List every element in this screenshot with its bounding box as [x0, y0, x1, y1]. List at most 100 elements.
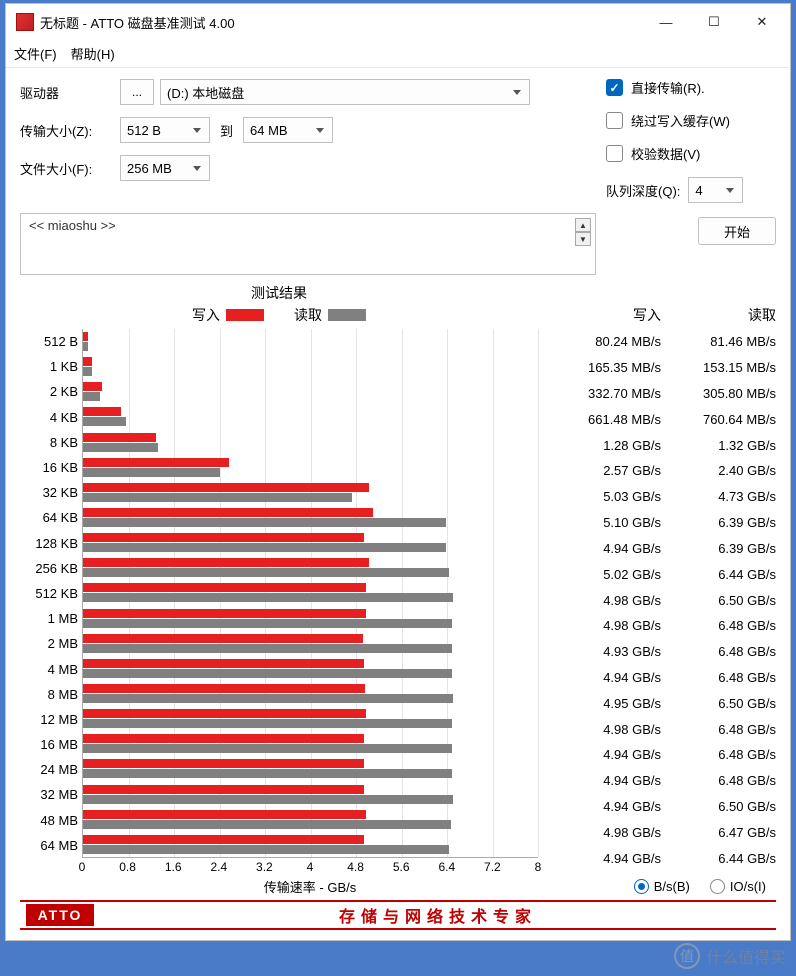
data-row: 4.94 GB/s6.48 GB/s — [546, 742, 776, 768]
bar-pair — [83, 606, 538, 631]
drive-select[interactable]: (D:) 本地磁盘 — [160, 79, 530, 105]
chart-y-label: 1 KB — [20, 354, 78, 379]
data-row: 4.98 GB/s6.50 GB/s — [546, 587, 776, 613]
bar-write — [83, 357, 92, 366]
bar-read — [83, 468, 220, 477]
data-read-value: 6.50 GB/s — [661, 696, 776, 711]
data-row: 4.94 GB/s6.48 GB/s — [546, 665, 776, 691]
data-write-value: 4.94 GB/s — [546, 851, 661, 866]
radio-bs[interactable]: B/s(B) — [634, 879, 690, 894]
data-write-value: 4.98 GB/s — [546, 825, 661, 840]
chart-x-tick: 8 — [535, 860, 542, 874]
chart-y-label: 64 KB — [20, 505, 78, 530]
chart-title: 测试结果 — [20, 283, 538, 303]
bar-write — [83, 483, 369, 492]
brand-slogan: 存储与网络技术专家 — [100, 903, 776, 927]
transfer-size-label: 传输大小(Z): — [20, 121, 120, 140]
data-row: 2.57 GB/s2.40 GB/s — [546, 458, 776, 484]
chart-y-label: 8 MB — [20, 682, 78, 707]
chart-y-label: 32 KB — [20, 480, 78, 505]
maximize-button[interactable]: ☐ — [690, 6, 738, 38]
window-title: 无标题 - ATTO 磁盘基准测试 4.00 — [40, 13, 642, 32]
data-read-value: 81.46 MB/s — [661, 334, 776, 349]
to-label: 到 — [220, 121, 233, 140]
data-read-value: 760.64 MB/s — [661, 412, 776, 427]
transfer-from-select[interactable]: 512 B — [120, 117, 210, 143]
chart-x-tick: 0 — [79, 860, 86, 874]
transfer-from-value: 512 B — [127, 123, 161, 138]
verify-data-checkbox[interactable] — [606, 145, 623, 162]
data-write-value: 332.70 MB/s — [546, 386, 661, 401]
bar-pair — [83, 404, 538, 429]
bar-pair — [83, 656, 538, 681]
description-input[interactable]: << miaoshu >> ▲ ▼ — [20, 213, 596, 275]
drive-label: 驱动器 — [20, 83, 120, 102]
bar-read — [83, 769, 452, 778]
data-read-value: 6.44 GB/s — [661, 567, 776, 582]
data-row: 661.48 MB/s760.64 MB/s — [546, 406, 776, 432]
data-row: 4.93 GB/s6.48 GB/s — [546, 639, 776, 665]
data-header-write: 写入 — [546, 305, 661, 325]
transfer-to-select[interactable]: 64 MB — [243, 117, 333, 143]
bar-read — [83, 744, 452, 753]
watermark-icon: 值 — [674, 943, 700, 969]
chart-x-tick: 4.8 — [347, 860, 364, 874]
legend-read-swatch — [328, 309, 366, 321]
file-size-select[interactable]: 256 MB — [120, 155, 210, 181]
chart-legend: 写入 读取 — [20, 305, 538, 325]
titlebar: 无标题 - ATTO 磁盘基准测试 4.00 — ☐ ✕ — [6, 4, 790, 40]
minimize-button[interactable]: — — [642, 6, 690, 38]
data-write-value: 80.24 MB/s — [546, 334, 661, 349]
data-read-value: 6.39 GB/s — [661, 541, 776, 556]
footer-brand: ATTO 存储与网络技术专家 — [20, 900, 776, 930]
bar-write — [83, 382, 102, 391]
browse-button[interactable]: ... — [120, 79, 154, 105]
chart-x-tick: 1.6 — [165, 860, 182, 874]
data-read-value: 6.47 GB/s — [661, 825, 776, 840]
direct-io-checkbox[interactable] — [606, 79, 623, 96]
bar-pair — [83, 530, 538, 555]
verify-data-label: 校验数据(V) — [631, 144, 700, 163]
spinner-up-button[interactable]: ▲ — [575, 218, 591, 232]
chart-x-tick: 6.4 — [438, 860, 455, 874]
data-row: 4.94 GB/s6.44 GB/s — [546, 845, 776, 871]
data-read-value: 6.50 GB/s — [661, 593, 776, 608]
spinner-down-button[interactable]: ▼ — [575, 232, 591, 246]
chart-y-label: 48 MB — [20, 808, 78, 833]
data-write-value: 5.10 GB/s — [546, 515, 661, 530]
data-row: 5.02 GB/s6.44 GB/s — [546, 561, 776, 587]
bar-write — [83, 609, 366, 618]
menu-help[interactable]: 帮助(H) — [71, 44, 115, 63]
bar-read — [83, 543, 446, 552]
bar-write — [83, 734, 364, 743]
data-row: 80.24 MB/s81.46 MB/s — [546, 329, 776, 355]
data-read-value: 6.48 GB/s — [661, 747, 776, 762]
app-icon — [16, 13, 34, 31]
queue-depth-label: 队列深度(Q): — [606, 181, 680, 200]
bypass-cache-checkbox[interactable] — [606, 112, 623, 129]
data-write-value: 4.94 GB/s — [546, 670, 661, 685]
bar-write — [83, 332, 88, 341]
bar-pair — [83, 782, 538, 807]
bar-pair — [83, 756, 538, 781]
data-read-value: 2.40 GB/s — [661, 463, 776, 478]
bar-read — [83, 493, 352, 502]
data-read-value: 305.80 MB/s — [661, 386, 776, 401]
bar-pair — [83, 706, 538, 731]
data-row: 5.03 GB/s4.73 GB/s — [546, 484, 776, 510]
radio-bs-circle — [634, 879, 649, 894]
start-button[interactable]: 开始 — [698, 217, 776, 245]
data-row: 4.94 GB/s6.50 GB/s — [546, 794, 776, 820]
queue-depth-select[interactable]: 4 — [688, 177, 743, 203]
chart-y-label: 256 KB — [20, 556, 78, 581]
radio-ios[interactable]: IO/s(I) — [710, 879, 766, 894]
menu-file[interactable]: 文件(F) — [14, 44, 57, 63]
data-write-value: 4.98 GB/s — [546, 593, 661, 608]
bar-write — [83, 709, 366, 718]
data-write-value: 4.94 GB/s — [546, 799, 661, 814]
legend-write-label: 写入 — [192, 305, 220, 325]
bar-pair — [83, 555, 538, 580]
bar-read — [83, 719, 452, 728]
data-write-value: 2.57 GB/s — [546, 463, 661, 478]
close-button[interactable]: ✕ — [738, 6, 786, 38]
